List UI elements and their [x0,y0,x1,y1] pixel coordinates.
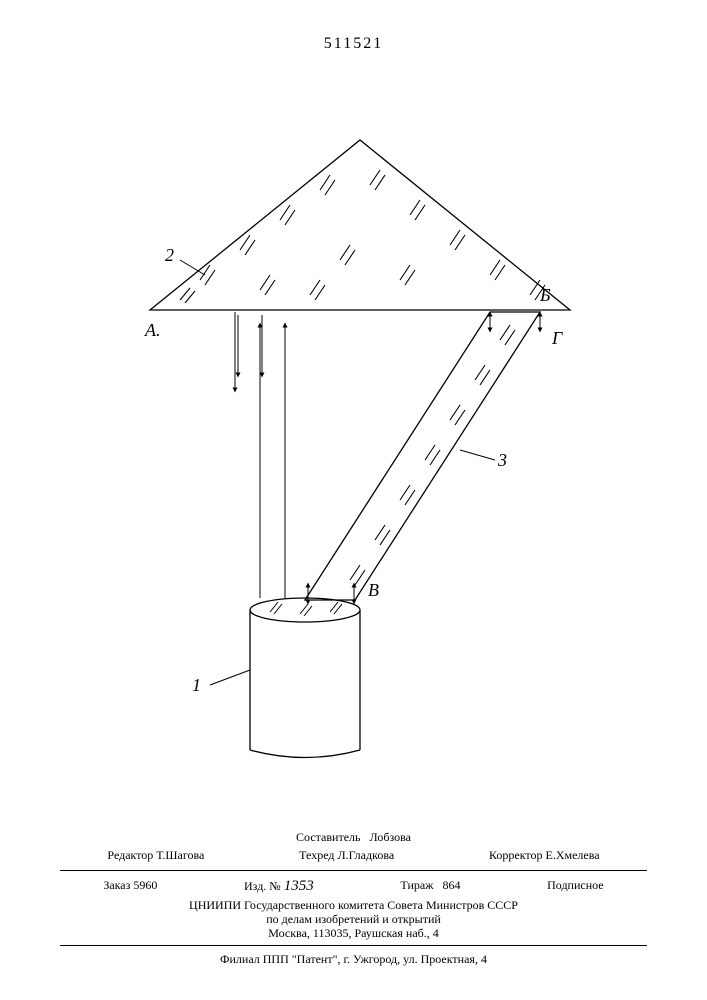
document-number: 511521 [0,35,707,53]
compiler-label: Составитель [296,830,360,844]
label-g: Г [552,328,562,349]
org-line-1: ЦНИИПИ Государственного комитета Совета … [0,898,707,913]
filial-line: Филиал ППП "Патент", г. Ужгород, ул. Про… [0,952,707,967]
tech-name: Л.Гладкова [338,848,395,862]
ray-arrows [235,312,285,598]
tirazh-label: Тираж [400,878,433,892]
page: 511521 [0,0,707,1000]
izd-num: 1353 [284,878,314,894]
credits-row-2: Редактор Т.Шагова Техред Л.Гладкова Корр… [0,848,707,863]
corrector-label: Корректор [489,848,543,862]
editor-name: Т.Шагова [156,848,204,862]
label-a: А. [145,320,161,341]
izd-label: Изд. № [244,879,281,893]
triangle-prism [150,140,570,310]
org-line-3: Москва, 113035, Раушская наб., 4 [0,926,707,941]
pub-row: Заказ 5960 Изд. № 1353 Тираж 864 Подписн… [0,878,707,895]
credits-row-1: Составитель Лобзова [0,830,707,845]
tech-label: Техред [299,848,334,862]
signed: Подписное [547,878,604,895]
label-v: В [368,580,379,601]
technical-figure: А. Б Г В 2 3 1 [110,130,580,770]
org-line-2: по делам изобретений и открытий [0,912,707,927]
order-num: 5960 [133,878,157,892]
divider-2 [60,945,647,946]
label-3: 3 [498,450,507,471]
cylinder [250,598,360,758]
compiler-name: Лобзова [370,830,411,844]
corrector-name: Е.Хмелева [546,848,600,862]
label-2: 2 [165,245,174,266]
order-label: Заказ [103,878,130,892]
gap-arrows-top [490,314,540,330]
label-1: 1 [192,675,201,696]
leaders [180,260,495,685]
tirazh-num: 864 [442,878,460,892]
divider-1 [60,870,647,871]
figure-svg [110,130,580,770]
label-b: Б [540,285,551,306]
editor-label: Редактор [107,848,153,862]
